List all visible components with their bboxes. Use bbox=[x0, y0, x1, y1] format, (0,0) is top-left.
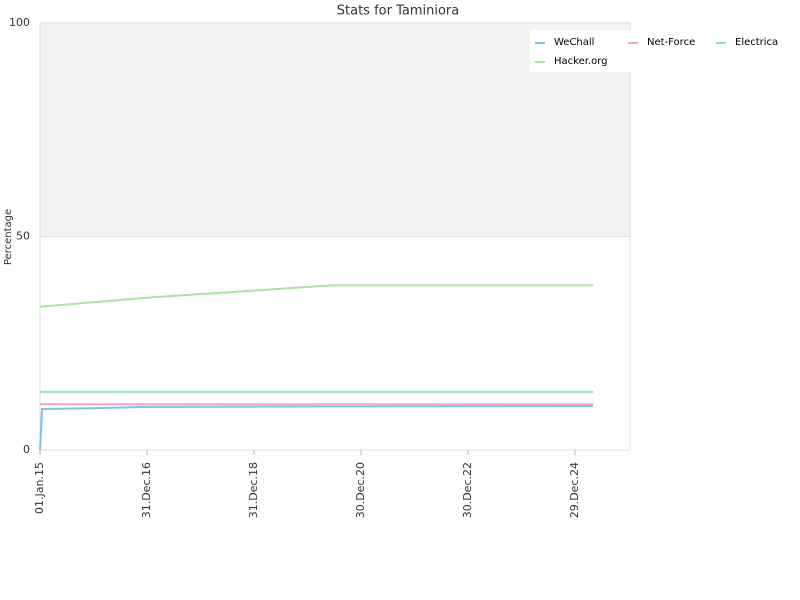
y-tick-label: 50 bbox=[16, 230, 30, 243]
legend-label: Net-Force bbox=[647, 37, 695, 48]
legend-label: WeChall bbox=[554, 37, 594, 48]
x-tick-label: 01.Jan.15 bbox=[33, 462, 46, 514]
legend bbox=[530, 30, 800, 72]
y-tick-label: 0 bbox=[23, 443, 30, 456]
legend-label: Electrica bbox=[735, 37, 778, 48]
y-axis-label: Percentage bbox=[3, 209, 14, 265]
series-line bbox=[39, 284, 594, 308]
y-tick-label: 100 bbox=[9, 16, 30, 29]
series-line bbox=[39, 405, 594, 451]
x-tick-label: 31.Dec.18 bbox=[247, 462, 260, 518]
x-tick-label: 30.Dec.22 bbox=[461, 462, 474, 518]
legend-label: Hacker.org bbox=[554, 56, 608, 67]
x-tick-label: 31.Dec.16 bbox=[140, 462, 153, 518]
chart-title: Stats for Taminiora bbox=[337, 4, 459, 19]
x-tick-label: 30.Dec.20 bbox=[354, 462, 367, 518]
x-tick-label: 29.Dec.24 bbox=[568, 462, 581, 518]
